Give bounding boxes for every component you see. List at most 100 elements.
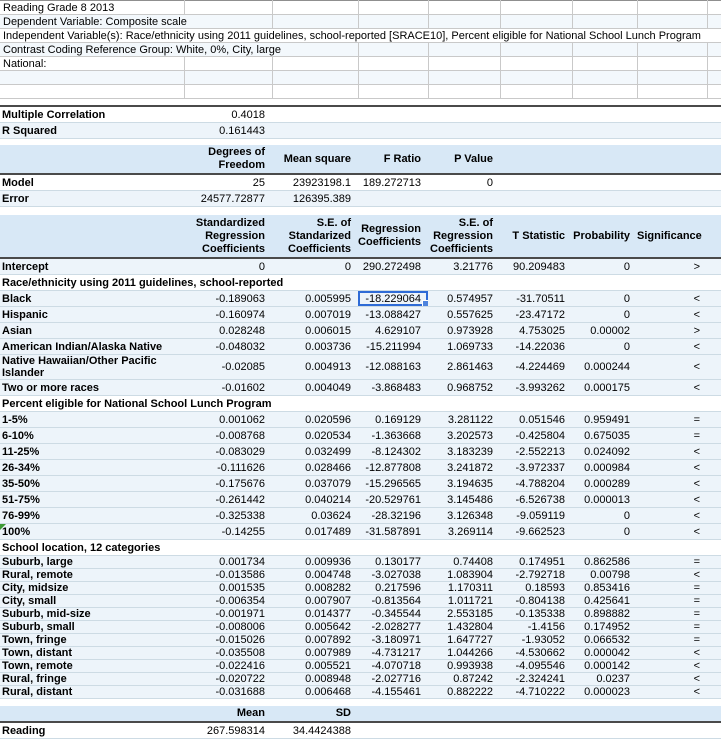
significance-cell[interactable]: < [637,443,707,460]
empty-cell[interactable] [707,555,721,569]
value-cell[interactable]: 0.03624 [272,507,358,524]
value-cell[interactable]: 0.037079 [272,475,358,492]
empty-cell[interactable] [637,0,708,15]
value-cell[interactable]: 0 [184,258,272,275]
value-cell[interactable]: 0.000289 [572,475,637,492]
row-label-cell[interactable]: Reading [0,722,184,739]
empty-cell[interactable] [0,84,185,99]
empty-cell[interactable] [500,42,573,57]
significance-cell[interactable]: < [637,459,707,476]
empty-cell[interactable] [272,70,359,85]
empty-cell[interactable] [572,84,638,99]
value-cell[interactable]: 0.000023 [572,685,637,699]
empty-cell[interactable] [707,322,721,339]
empty-cell[interactable] [358,70,429,85]
empty-cell[interactable] [707,56,721,71]
value-cell[interactable]: 0.898882 [572,607,637,621]
empty-cell[interactable] [358,84,429,99]
empty-cell[interactable] [184,56,273,71]
value-cell[interactable] [428,190,500,207]
empty-cell[interactable] [572,42,638,57]
row-label-cell[interactable]: Model [0,174,184,191]
significance-cell[interactable]: = [637,427,707,444]
significance-cell[interactable]: < [637,379,707,396]
empty-cell[interactable] [428,70,501,85]
empty-cell[interactable] [707,646,721,660]
value-cell[interactable]: 3.281122 [428,411,500,428]
empty-cell[interactable] [707,379,721,396]
empty-cell[interactable] [707,354,721,380]
row-label-cell[interactable]: Suburb, large [0,555,184,569]
empty-cell[interactable] [428,42,501,57]
empty-cell[interactable] [707,42,721,57]
empty-cell[interactable] [707,14,721,29]
row-label-cell[interactable]: 35-50% [0,475,184,492]
empty-cell[interactable] [272,56,359,71]
empty-cell[interactable] [707,633,721,647]
value-cell[interactable]: -0.175676 [184,475,272,492]
value-cell[interactable]: -31.70511 [500,290,572,307]
significance-cell[interactable]: < [637,523,707,540]
value-cell[interactable]: -0.022416 [184,659,272,673]
value-cell[interactable]: -1.4156 [500,620,572,634]
value-cell[interactable]: 4.629107 [358,322,428,339]
value-cell[interactable]: -2.028277 [358,620,428,634]
significance-cell[interactable]: > [637,258,707,275]
value-cell[interactable]: -2.792718 [500,568,572,582]
value-cell[interactable]: 0 [572,507,637,524]
empty-cell[interactable] [707,427,721,444]
value-cell[interactable]: 2.553185 [428,607,500,621]
empty-cell[interactable] [707,0,721,15]
value-cell[interactable]: 3.145486 [428,491,500,508]
value-cell[interactable]: 0.003736 [272,338,358,355]
value-cell[interactable]: 0.174952 [572,620,637,634]
value-cell[interactable]: -4.155461 [358,685,428,699]
value-cell[interactable]: 0.169129 [358,411,428,428]
value-cell[interactable]: -28.32196 [358,507,428,524]
row-label-cell[interactable]: Rural, distant [0,685,184,699]
value-cell[interactable]: 0.006015 [272,322,358,339]
value-cell[interactable]: 0.882222 [428,685,500,699]
value-cell[interactable]: -15.296565 [358,475,428,492]
significance-cell[interactable]: = [637,620,707,634]
row-label-cell[interactable]: Suburb, small [0,620,184,634]
value-cell[interactable]: -4.530662 [500,646,572,660]
value-cell[interactable]: -3.180971 [358,633,428,647]
value-cell[interactable]: -4.731217 [358,646,428,660]
multiple-correlation-label[interactable]: Multiple Correlation [0,106,184,123]
value-cell[interactable]: -0.189063 [184,290,272,307]
row-label-cell[interactable]: 6-10% [0,427,184,444]
fill-handle[interactable] [422,300,428,306]
value-cell[interactable]: 126395.389 [272,190,358,207]
row-label-cell[interactable]: Town, fringe [0,633,184,647]
value-cell[interactable]: 0.014377 [272,607,358,621]
significance-cell[interactable]: = [637,594,707,608]
value-cell[interactable]: -4.710222 [500,685,572,699]
value-cell[interactable]: 0.0237 [572,672,637,686]
value-cell[interactable]: -12.877808 [358,459,428,476]
value-cell[interactable]: 3.183239 [428,443,500,460]
selected-cell[interactable]: -18.229064 [358,290,428,307]
empty-cell[interactable] [272,84,359,99]
value-cell[interactable]: 0.024092 [572,443,637,460]
empty-cell[interactable] [358,56,429,71]
significance-cell[interactable]: = [637,581,707,595]
value-cell[interactable]: 0 [572,258,637,275]
row-label-cell[interactable]: Town, distant [0,646,184,660]
value-cell[interactable]: 0.007989 [272,646,358,660]
value-cell[interactable]: 0.020596 [272,411,358,428]
value-cell[interactable]: -0.160974 [184,306,272,323]
value-cell[interactable]: -2.027716 [358,672,428,686]
value-cell[interactable]: 0.005995 [272,290,358,307]
significance-cell[interactable]: = [637,607,707,621]
significance-cell[interactable]: < [637,659,707,673]
value-cell[interactable]: 0.007019 [272,306,358,323]
value-cell[interactable]: 0.557625 [428,306,500,323]
value-cell[interactable]: -3.993262 [500,379,572,396]
empty-cell[interactable] [707,475,721,492]
significance-cell[interactable]: = [637,555,707,569]
value-cell[interactable]: 0.028248 [184,322,272,339]
empty-cell[interactable] [707,70,721,85]
value-cell[interactable]: 0.051546 [500,411,572,428]
empty-cell[interactable] [500,14,573,29]
